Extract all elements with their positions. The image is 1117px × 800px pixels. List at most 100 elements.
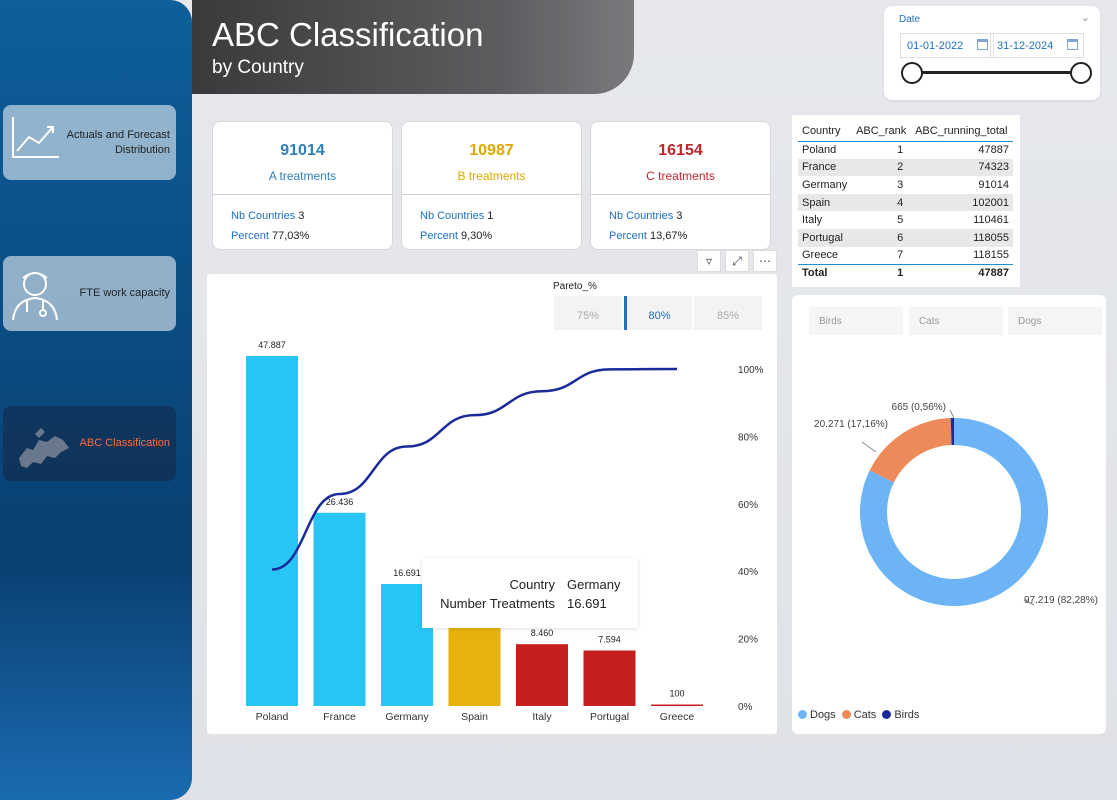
date-slicer: Date ⌄ 01-01-2022 31-12-2024: [884, 6, 1100, 100]
kpi-caption: C treatments: [646, 169, 715, 183]
y2-tick-label: 100%: [738, 365, 764, 376]
column-header[interactable]: Country: [798, 121, 853, 142]
table-cell: 47887: [911, 263, 1013, 282]
focus-mode-icon[interactable]: ⤢: [725, 250, 749, 272]
bar-france[interactable]: [313, 512, 366, 706]
kpi-nb-value: 1: [487, 210, 494, 222]
page-subtitle: by Country: [212, 57, 304, 78]
x-tick-label: Italy: [532, 711, 552, 723]
slice-birds[interactable]: [950, 418, 954, 446]
table-row: Italy 5 110461: [798, 211, 1013, 229]
donut-card: Birds Cats Dogs 97.219 (82,28%) 20.271 (1…: [792, 295, 1106, 734]
bar-greece[interactable]: [651, 704, 703, 707]
tab-birds[interactable]: Birds: [809, 307, 903, 335]
kpi-value: 91014: [280, 142, 325, 159]
kpi-pct-label: Percent: [609, 230, 647, 242]
nav-abc-classification[interactable]: ABC Classification: [3, 406, 176, 481]
table-cell: 118055: [911, 228, 1013, 247]
y2-tick-label: 40%: [738, 567, 758, 578]
bar-italy[interactable]: [516, 644, 568, 706]
kpi-pct-value: 13,67%: [649, 230, 688, 242]
table-cell: Italy: [802, 214, 823, 227]
kpi-card-a: 91014 A treatments Nb Countries 3 Percen…: [212, 121, 393, 250]
calendar-icon[interactable]: [1067, 39, 1078, 50]
end-date-input[interactable]: 31-12-2024: [990, 33, 1084, 58]
pareto-option-75[interactable]: 75%: [554, 296, 622, 330]
end-date-handle[interactable]: [1070, 62, 1092, 84]
kpi-nb-label: Nb Countries: [231, 210, 296, 222]
start-date-input[interactable]: 01-01-2022: [900, 33, 994, 58]
kpi-nb-countries: Nb Countries 3: [231, 210, 304, 222]
kpi-nb-countries: Nb Countries 1: [420, 210, 493, 222]
calendar-icon[interactable]: [977, 39, 988, 50]
table-cell: France: [798, 158, 853, 177]
slice-cats[interactable]: [869, 418, 952, 483]
bar-spain[interactable]: [448, 625, 501, 706]
bar-data-label: 26.436: [326, 497, 354, 507]
divider: [591, 194, 770, 195]
bar-portugal[interactable]: [583, 650, 636, 706]
filter-icon[interactable]: ▿: [697, 250, 721, 272]
bar-data-label: 16.691: [393, 568, 421, 578]
nav-actuals-forecast[interactable]: Actuals and Forecast Distribution: [3, 105, 176, 180]
tab-dogs[interactable]: Dogs: [1008, 307, 1102, 335]
pareto-option-85[interactable]: 85%: [694, 296, 762, 330]
kpi-pct-label: Percent: [420, 230, 458, 242]
table-cell: 1: [897, 144, 904, 157]
kpi-nb-label: Nb Countries: [609, 210, 674, 222]
nav-fte-capacity[interactable]: FTE work capacity: [3, 256, 176, 331]
end-date-value: 31-12-2024: [997, 40, 1054, 52]
tab-cats[interactable]: Cats: [909, 307, 1003, 335]
table-cell: 5: [897, 214, 904, 227]
y2-tick-label: 20%: [738, 635, 758, 646]
legend-item-birds[interactable]: Birds: [882, 709, 919, 721]
table-row: Portugal 6 118055: [798, 228, 1013, 247]
table-cell: 2: [852, 158, 912, 177]
bar-data-label: 47.887: [258, 340, 286, 350]
table-cell: 7: [897, 249, 904, 262]
chevron-down-icon[interactable]: ⌄: [1080, 12, 1090, 24]
pareto-slicer-label: Pareto_%: [553, 281, 597, 292]
kpi-nb-value: 3: [676, 210, 683, 222]
table-cell: Poland: [802, 144, 837, 157]
y2-tick-label: 60%: [738, 500, 758, 511]
column-header[interactable]: ABC_running_total: [911, 121, 1013, 142]
divider: [213, 194, 392, 195]
x-tick-label: Greece: [660, 711, 695, 723]
europe-map-icon: [19, 428, 69, 468]
pareto-option-80[interactable]: 80%: [624, 296, 692, 330]
legend-item-cats[interactable]: Cats: [841, 709, 877, 721]
table-row: Greece 7 118155: [798, 247, 1013, 265]
tooltip-value: 16.691: [567, 596, 607, 611]
y2-tick-label: 0%: [738, 702, 753, 713]
kpi-value: 16154: [658, 142, 703, 159]
table-cell: 6: [852, 228, 912, 247]
start-date-handle[interactable]: [901, 62, 923, 84]
nav-label: ABC Classification: [79, 437, 170, 449]
slice-leader-line: [949, 409, 955, 419]
date-label: Date: [899, 14, 921, 25]
bar-data-label: 7.594: [598, 634, 621, 644]
table-cell: 1: [852, 263, 912, 282]
table-cell: Spain: [798, 193, 853, 212]
legend-dot: [798, 710, 807, 719]
more-options-icon[interactable]: ⋯: [753, 250, 777, 272]
chart-tooltip: Country Germany Number Treatments 16.691: [422, 558, 638, 628]
table-cell: 118155: [973, 249, 1009, 262]
kpi-percent: Percent 9,30%: [420, 230, 492, 242]
kpi-nb-countries: Nb Countries 3: [609, 210, 682, 222]
x-tick-label: Germany: [385, 711, 429, 723]
sidebar: Actuals and Forecast Distribution FTE wo…: [0, 0, 192, 800]
bar-data-label: 100: [669, 689, 684, 699]
nav-label: FTE work capacity: [79, 287, 170, 299]
abc-table: Country ABC_rank ABC_running_total Polan…: [798, 121, 1013, 282]
bar-poland[interactable]: [246, 356, 298, 706]
date-range-track: [912, 71, 1082, 74]
column-header[interactable]: ABC_rank: [852, 121, 912, 142]
cumulative-line: [271, 367, 678, 571]
legend-label: Cats: [853, 709, 877, 721]
x-tick-label: Poland: [256, 711, 289, 723]
table-cell: 110461: [973, 214, 1009, 227]
slice-data-label: 97.219 (82,28%): [1024, 595, 1098, 606]
legend-item-dogs[interactable]: Dogs: [798, 709, 836, 721]
